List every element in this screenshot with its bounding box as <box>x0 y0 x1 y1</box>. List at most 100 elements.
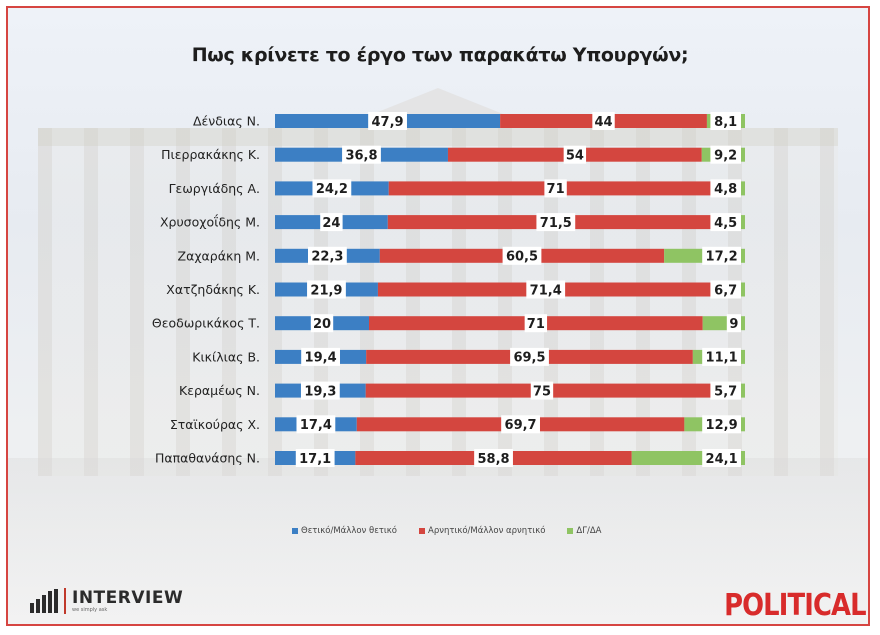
value-label-background <box>501 415 540 434</box>
value-label-background <box>510 347 549 366</box>
value-label-negative: 71 <box>527 317 545 332</box>
interview-logo: INTERVIEW we simply ask <box>30 588 183 614</box>
political-logo: POLITICAL <box>724 588 867 623</box>
value-label-negative: 69,7 <box>505 418 537 433</box>
category-label: Χατζηδάκης Κ. <box>166 282 260 297</box>
value-label-negative: 69,5 <box>513 351 545 366</box>
value-label-background <box>702 449 741 467</box>
chart-legend: Θετικό/Μάλλον θετικό Αρνητικό/Μάλλον αρν… <box>292 526 601 536</box>
value-label-background <box>710 179 741 198</box>
value-label-positive: 22,3 <box>311 250 343 265</box>
value-label-positive: 21,9 <box>310 283 342 298</box>
legend-item-negative: Αρνητικό/Μάλλον αρνητικό <box>419 526 545 536</box>
legend-item-dkna: ΔΓ/ΔΑ <box>567 526 601 536</box>
value-label-positive: 19,4 <box>305 351 337 366</box>
value-label-background <box>710 112 741 130</box>
bar-row: Πιερρακάκης Κ. 36,8 54 9,2 <box>161 145 745 164</box>
value-label-positive: 20 <box>313 317 331 332</box>
interview-logo-name: INTERVIEW <box>72 588 184 608</box>
bar-row: Ζαχαράκη Μ. 22,3 60,5 17,2 <box>178 246 745 265</box>
value-label-background <box>301 347 340 366</box>
bar-row: Χατζηδάκης Κ. 21,9 71,4 6,7 <box>166 280 745 299</box>
value-label-background <box>295 449 335 467</box>
value-label-background <box>308 246 347 265</box>
legend-swatch-dkna <box>567 528 574 534</box>
value-label-negative: 44 <box>594 115 612 130</box>
value-label-background <box>710 381 741 400</box>
value-label-background <box>710 280 741 299</box>
value-label-background <box>300 381 340 400</box>
value-label-background <box>526 280 566 299</box>
category-label: Χρυσοχοΐδης Μ. <box>160 215 260 230</box>
value-label-dkna: 5,7 <box>714 384 737 399</box>
value-label-background <box>368 112 407 130</box>
value-label-background <box>530 381 554 400</box>
bar-row: Κεραμέως Ν. 19,3 75 5,7 <box>179 381 745 400</box>
value-label-negative: 75 <box>533 384 551 399</box>
value-label-dkna: 17,2 <box>706 250 738 265</box>
category-label: Θεοδωρικάκος Τ. <box>152 316 260 331</box>
value-label-positive: 24 <box>322 216 340 231</box>
background-ground <box>8 458 868 624</box>
category-label: Δένδιας Ν. <box>193 114 260 129</box>
value-label-dkna: 11,1 <box>706 351 738 366</box>
value-label-dkna: 9 <box>729 317 738 332</box>
legend-item-positive: Θετικό/Μάλλον θετικό <box>292 526 397 536</box>
value-label-dkna: 24,1 <box>706 452 738 467</box>
value-label-positive: 17,1 <box>299 452 331 467</box>
value-label-background <box>307 280 346 299</box>
value-label-negative: 71,4 <box>530 283 562 298</box>
legend-swatch-negative <box>419 528 425 534</box>
value-label-negative: 54 <box>566 149 584 164</box>
bar-row: Θεοδωρικάκος Τ. 20 71 9 <box>152 314 745 333</box>
value-label-background <box>710 213 741 232</box>
value-label-positive: 24,2 <box>316 182 348 197</box>
category-label: Ζαχαράκη Μ. <box>178 248 260 263</box>
bar-row: Δένδιας Ν. 47,9 44 8,1 <box>193 112 745 130</box>
value-label-negative: 60,5 <box>506 250 538 265</box>
category-label: Κικίλιας Β. <box>192 349 260 364</box>
value-label-dkna: 8,1 <box>714 115 737 130</box>
stacked-bar-chart: Δένδιας Ν. 47,9 44 8,1 Πιερρακάκης Κ. 36,8 54 9… <box>152 112 745 467</box>
value-label-dkna: 12,9 <box>706 418 738 433</box>
value-label-dkna: 4,5 <box>714 216 737 231</box>
value-label-positive: 17,4 <box>300 418 332 433</box>
interview-logo-icon <box>30 589 58 613</box>
bar-row: Χρυσοχοΐδης Μ. 24 71,5 4,5 <box>160 213 745 232</box>
value-label-dkna: 9,2 <box>714 149 737 164</box>
value-label-background <box>536 213 576 232</box>
value-label-background <box>502 246 542 265</box>
legend-label-dkna: ΔΓ/ΔΑ <box>576 526 602 536</box>
value-label-background <box>563 145 587 164</box>
value-label-background <box>710 145 741 164</box>
value-label-positive: 47,9 <box>372 115 404 130</box>
legend-swatch-positive <box>292 528 298 534</box>
value-label-negative: 71,5 <box>540 216 572 231</box>
category-label: Γεωργιάδης Α. <box>169 181 260 196</box>
value-label-background <box>312 179 352 198</box>
category-label: Σταϊκούρας Χ. <box>170 417 260 432</box>
value-label-positive: 36,8 <box>345 149 377 164</box>
value-label-background <box>702 246 741 265</box>
value-label-positive: 19,3 <box>304 384 336 399</box>
value-label-background <box>726 314 741 333</box>
bar-row: Κικίλιας Β. 19,4 69,5 11,1 <box>192 347 745 366</box>
chart-title: Πως κρίνετε το έργο των παρακάτω Υπουργώ… <box>191 44 689 66</box>
interview-logo-text: INTERVIEW we simply ask <box>72 589 183 613</box>
category-label: Κεραμέως Ν. <box>179 383 260 398</box>
value-label-background <box>474 449 513 467</box>
value-label-background <box>544 179 567 198</box>
interview-logo-divider <box>64 588 66 614</box>
value-label-background <box>592 112 615 130</box>
value-label-background <box>320 213 343 232</box>
value-label-background <box>310 314 334 333</box>
value-label-background <box>524 314 548 333</box>
legend-label-negative: Αρνητικό/Μάλλον αρνητικό <box>428 526 546 536</box>
bar-row: Παπαθανάσης Ν. 17,1 58,8 24,1 <box>155 449 745 467</box>
bar-row: Γεωργιάδης Α. 24,2 71 4,8 <box>169 179 745 198</box>
interview-logo-tagline: we simply ask <box>72 607 108 613</box>
value-label-dkna: 4,8 <box>714 182 737 197</box>
value-label-negative: 71 <box>547 182 565 197</box>
value-label-background <box>702 415 741 434</box>
value-label-background <box>296 415 336 434</box>
